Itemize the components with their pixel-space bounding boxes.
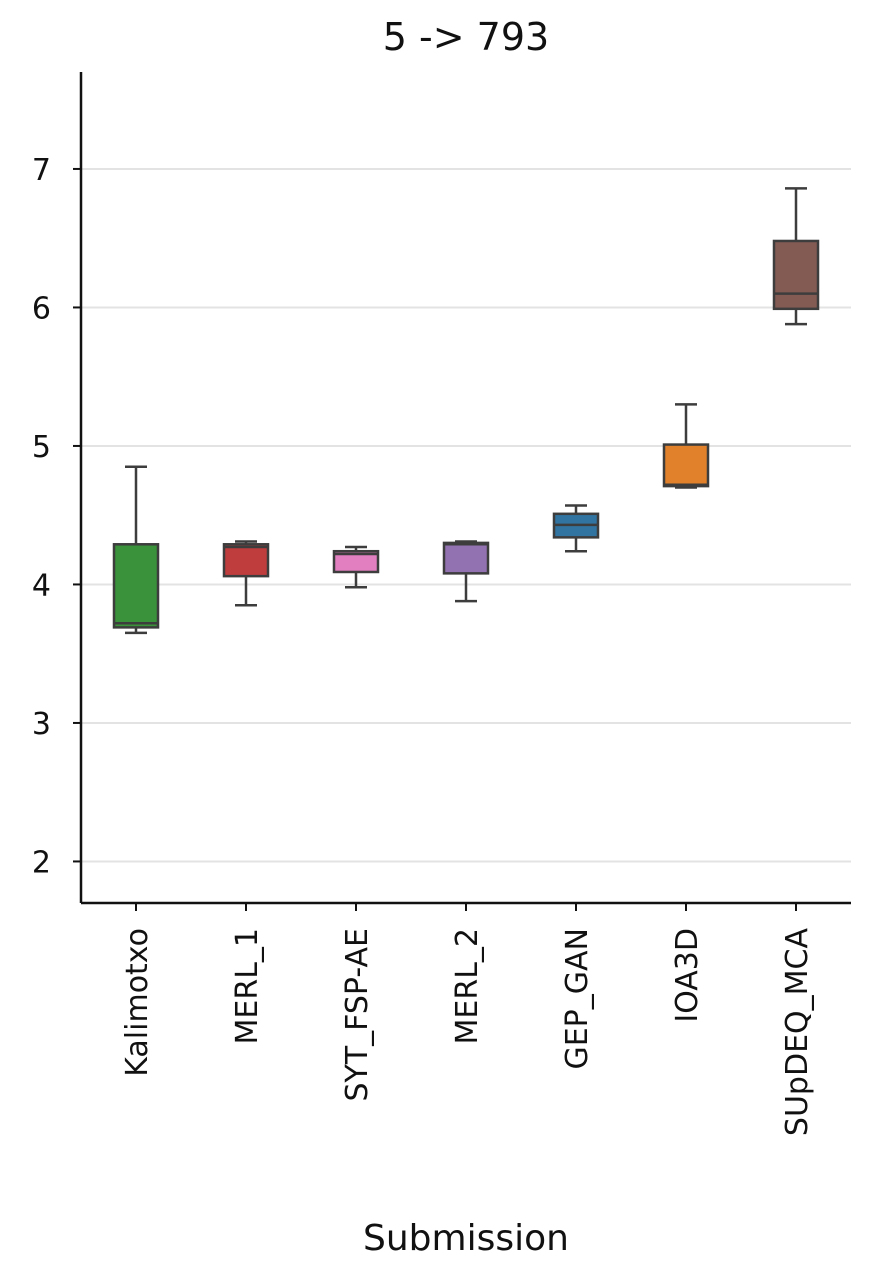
box-merl-1 xyxy=(222,540,270,607)
x-tick-label: GEP_GAN xyxy=(560,928,595,1070)
y-tick-label: 6 xyxy=(32,291,51,326)
x-tick-label: MERL_2 xyxy=(450,928,485,1044)
gridlines xyxy=(81,167,851,863)
chart-title: 5 -> 793 xyxy=(383,15,549,59)
x-tick-label: Kalimotxo xyxy=(120,928,155,1077)
iqr-box xyxy=(442,541,490,575)
boxes xyxy=(112,187,820,635)
iqr-box xyxy=(222,543,270,578)
x-tick-label: SUpDEQ_MCA xyxy=(780,928,815,1137)
box-kalimotxo xyxy=(112,465,160,635)
box-supdeq-mca xyxy=(772,187,820,326)
box-syt-fsp-ae xyxy=(332,545,380,589)
y-tick-label: 3 xyxy=(32,707,51,742)
iqr-box xyxy=(332,549,380,574)
y-tick-label: 2 xyxy=(32,845,51,880)
y-tick-label: 4 xyxy=(32,568,51,603)
y-tick-label: 5 xyxy=(32,430,51,465)
x-tick-label: IOA3D xyxy=(670,928,705,1023)
iqr-box xyxy=(772,239,820,311)
iqr-box xyxy=(662,443,710,488)
iqr-box xyxy=(112,543,160,629)
y-tick-label: 7 xyxy=(32,153,51,188)
x-axis-label: Submission xyxy=(363,1218,569,1259)
box-gep-gan xyxy=(552,504,600,553)
axes: 2 3 4 5 6 7 Kalimotxo MERL_1 SYT_FSP-AE MERL_2 GEP… xyxy=(32,72,851,1136)
box-merl-2 xyxy=(442,540,490,603)
x-tick-label: SYT_FSP-AE xyxy=(340,928,375,1102)
box-ioa3d xyxy=(662,403,710,489)
x-tick-label: MERL_1 xyxy=(230,928,265,1044)
